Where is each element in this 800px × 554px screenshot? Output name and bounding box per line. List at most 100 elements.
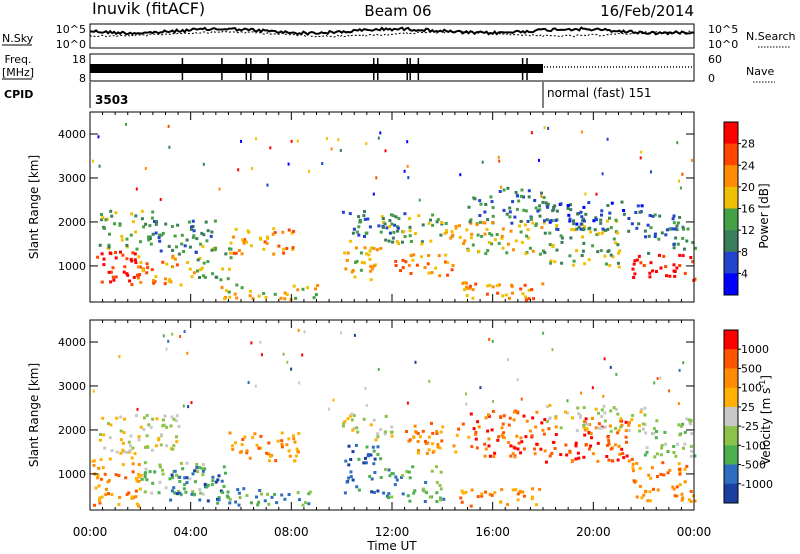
scatter-cell <box>347 444 351 448</box>
scatter-cell <box>359 268 363 272</box>
colorbar-step <box>724 464 738 485</box>
y-tick-label: 3000 <box>58 172 86 185</box>
scatter-cell <box>371 445 375 449</box>
scatter-cell <box>257 500 261 504</box>
scatter-cell <box>521 490 525 494</box>
freq-label-1: Freq. <box>4 53 31 66</box>
scatter-cell <box>516 378 519 382</box>
scatter-cell <box>474 430 478 434</box>
scatter-cell <box>235 296 239 300</box>
scatter-cell <box>413 489 417 493</box>
scatter-cell <box>154 275 158 279</box>
scatter-cell <box>394 215 398 219</box>
scatter-cell <box>543 449 547 453</box>
scatter-cell <box>474 282 478 286</box>
scatter-cell <box>269 146 272 150</box>
scatter-cell <box>683 467 687 471</box>
scatter-cell <box>111 275 115 279</box>
scatter-cell <box>435 432 439 435</box>
scatter-cell <box>460 500 464 504</box>
scatter-cell <box>599 249 603 253</box>
scatter-cell <box>262 247 266 251</box>
scatter-cell <box>119 451 123 455</box>
scatter-cell <box>459 173 462 177</box>
scatter-cell <box>597 411 600 415</box>
scatter-cell <box>639 156 642 160</box>
scatter-cell <box>187 220 191 224</box>
scatter-cell <box>199 268 203 272</box>
scatter-cell <box>606 219 609 223</box>
scatter-cell <box>637 222 641 226</box>
scatter-cell <box>596 459 600 463</box>
scatter-cell <box>245 494 249 497</box>
scatter-cell <box>218 187 221 191</box>
scatter-cell <box>519 219 523 223</box>
scatter-cell <box>249 501 253 505</box>
scatter-cell <box>363 217 367 221</box>
scatter-cell <box>522 208 526 212</box>
scatter-cell <box>408 499 412 503</box>
scatter-cell <box>147 235 150 239</box>
scatter-cell <box>345 259 349 262</box>
scatter-cell <box>519 451 523 455</box>
scatter-cell <box>465 281 468 285</box>
scatter-cell <box>349 470 353 474</box>
scatter-cell <box>259 340 262 344</box>
scatter-cell <box>98 243 102 247</box>
colorbar-tick-label: 16 <box>741 203 755 216</box>
scatter-cell <box>404 260 408 264</box>
scatter-cell <box>471 243 475 247</box>
scatter-cell <box>240 286 244 290</box>
scatter-cell <box>421 429 425 433</box>
scatter-cell <box>483 442 487 446</box>
scatter-cell <box>119 438 123 442</box>
scatter-cell <box>478 199 482 203</box>
scatter-cell <box>543 251 547 255</box>
scatter-cell <box>304 501 307 505</box>
scatter-cell <box>201 492 205 496</box>
scatter-cell <box>655 452 659 456</box>
scatter-cell <box>484 203 488 206</box>
scatter-cell <box>234 500 238 504</box>
scatter-cell <box>120 238 124 242</box>
scatter-cell <box>648 271 652 275</box>
scatter-cell <box>191 219 195 223</box>
scatter-cell <box>119 415 123 419</box>
scatter-cell <box>243 238 247 242</box>
scatter-cell <box>522 195 525 199</box>
scatter-cell <box>232 235 235 239</box>
scatter-cell <box>451 233 455 237</box>
scatter-cell <box>602 404 606 408</box>
scatter-cell <box>656 488 660 492</box>
scatter-cell <box>143 475 147 479</box>
scatter-cell <box>468 286 472 290</box>
scatter-cell <box>180 233 184 237</box>
scatter-cell <box>500 236 504 240</box>
scatter-cell <box>607 442 611 446</box>
scatter-cell <box>527 189 531 193</box>
scatter-cell <box>526 228 530 232</box>
scatter-cell <box>418 198 421 202</box>
scatter-cell <box>689 490 693 493</box>
scatter-cell <box>136 407 139 411</box>
scatter-cell <box>636 204 640 208</box>
scatter-cell <box>642 493 646 497</box>
scatter-cell <box>673 274 677 278</box>
scatter-cell <box>673 227 677 231</box>
scatter-cell <box>254 384 257 388</box>
scatter-cell <box>151 232 155 236</box>
scatter-cell <box>577 456 581 460</box>
scatter-cell <box>400 475 403 479</box>
colorbar-step <box>724 251 738 274</box>
scatter-cell <box>260 353 263 357</box>
scatter-cell <box>683 271 687 275</box>
scatter-cell <box>133 252 137 256</box>
scatter-cell <box>564 443 568 447</box>
scatter-cell <box>571 263 575 267</box>
scatter-cell <box>256 503 260 507</box>
scatter-cell <box>457 224 461 228</box>
scatter-cell <box>392 230 396 234</box>
scatter-cell <box>681 172 684 176</box>
scatter-cell <box>681 496 685 500</box>
